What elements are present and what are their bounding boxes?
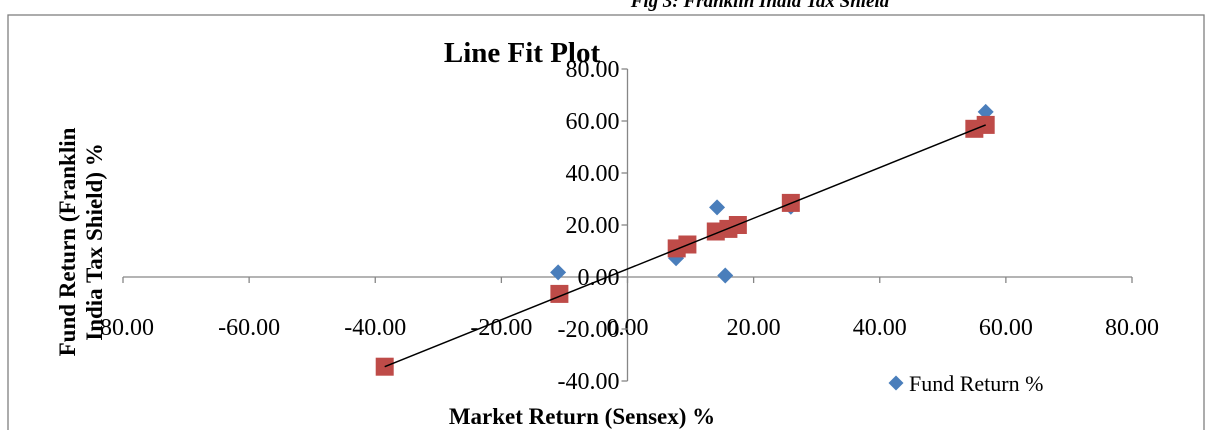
y-tick-label: 20.00	[566, 213, 620, 239]
x-tick-label: -80.00	[92, 315, 154, 341]
legend-label: Fund Return %	[909, 371, 1043, 396]
fitted-trendline	[384, 124, 986, 368]
y-tick-label: -20.00	[558, 317, 620, 343]
y-tick-label: -40.00	[558, 369, 620, 395]
predicted-fund-return-point	[667, 239, 686, 258]
legend: Fund Return %	[888, 371, 1043, 396]
y-axis-title-line-1: Fund Return (Franklin	[55, 127, 80, 356]
chart-title: Line Fit Plot	[444, 37, 601, 69]
y-tick-label: 40.00	[566, 161, 620, 187]
fund-return-point	[709, 199, 726, 216]
fund-return-point	[550, 264, 567, 281]
y-axis-title-line-2: India Tax Shield) %	[82, 143, 107, 341]
x-tick-label: 40.00	[853, 315, 907, 341]
x-tick-label: -40.00	[344, 315, 406, 341]
figure-caption: Fig 3: Franklin India Tax Shield	[630, 0, 890, 12]
fund-return-point	[717, 267, 734, 284]
x-tick-label: -60.00	[218, 315, 280, 341]
chart-area-border	[7, 14, 1205, 430]
y-axis-title: Fund Return (Franklin India Tax Shield) …	[55, 127, 107, 356]
x-tick-label: 80.00	[1105, 315, 1159, 341]
plot-marks	[375, 103, 995, 376]
legend-marker-diamond	[888, 375, 904, 391]
x-axis-title: Market Return (Sensex) %	[449, 404, 715, 429]
x-tick-label: 0.00	[607, 315, 649, 341]
axes: -80.00 -60.00 -40.00 -20.00 0.00 20.00 40.00 60…	[92, 57, 1159, 395]
y-tick-label: 80.00	[566, 57, 620, 83]
x-tick-label: 60.00	[979, 315, 1033, 341]
x-tick-label: 20.00	[727, 315, 781, 341]
y-tick-label: 60.00	[566, 109, 620, 135]
